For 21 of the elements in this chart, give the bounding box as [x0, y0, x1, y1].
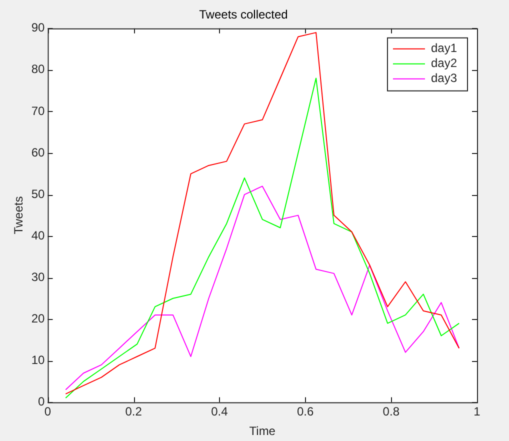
legend-label: day1: [430, 41, 458, 56]
y-tick-label: 20: [31, 311, 46, 326]
y-tick-label: 90: [31, 20, 46, 35]
y-tick-label: 70: [31, 104, 46, 118]
y-axis-title: Tweets: [12, 196, 26, 234]
chart-title: Tweets collected: [199, 8, 288, 22]
legend-label: day2: [430, 56, 458, 70]
x-tick-label: 0.6: [296, 404, 314, 419]
legend-label: day3: [430, 71, 458, 86]
x-tick-label: 0.2: [125, 404, 142, 419]
y-tick-label: 10: [31, 352, 46, 367]
x-tick-label: 1: [474, 404, 481, 419]
x-tick-label: 0.4: [211, 404, 228, 419]
y-tick-label: 40: [31, 228, 46, 242]
x-axis-title: Time: [249, 424, 276, 438]
y-tick-label: 60: [31, 145, 46, 160]
y-tick-label: 50: [31, 186, 46, 201]
y-tick-label: 30: [31, 270, 46, 284]
x-tick-label: 0.8: [382, 404, 400, 419]
y-tick-label: 80: [31, 62, 46, 76]
y-tick-label: 0: [38, 394, 46, 409]
